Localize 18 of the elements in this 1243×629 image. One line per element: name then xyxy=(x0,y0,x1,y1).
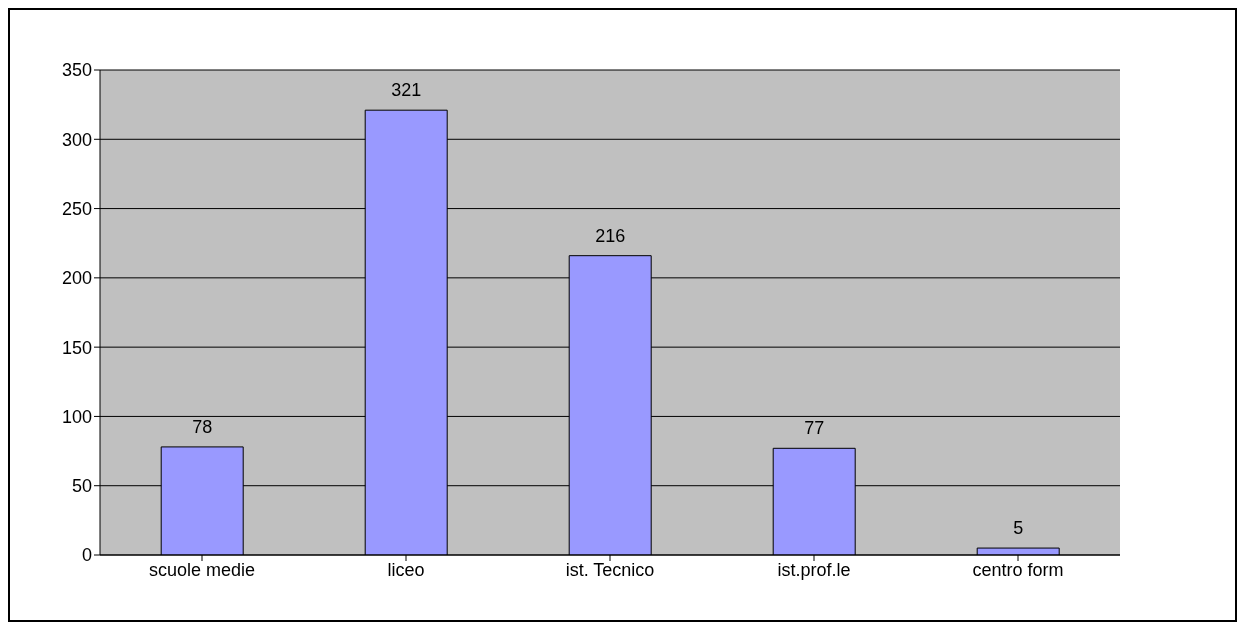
data-label: 77 xyxy=(804,418,825,439)
y-tick-label: 250 xyxy=(61,198,92,219)
x-tick-label: scuole medie xyxy=(148,559,256,580)
data-label: 216 xyxy=(595,225,626,246)
data-label: 78 xyxy=(192,416,213,437)
x-tick-label: centro form xyxy=(972,559,1064,580)
y-tick-label: 350 xyxy=(61,60,92,81)
x-tick-label: liceo xyxy=(387,559,425,580)
x-tick-label: ist.prof.le xyxy=(777,559,851,580)
y-tick-label: 0 xyxy=(81,545,92,566)
y-tick-label: 150 xyxy=(61,337,92,358)
y-tick-label: 100 xyxy=(61,406,92,427)
y-tick-label: 300 xyxy=(61,129,92,150)
x-tick-label: ist. Tecnico xyxy=(565,559,655,580)
y-tick-label: 200 xyxy=(61,268,92,289)
data-label: 321 xyxy=(391,80,422,101)
y-tick-label: 50 xyxy=(71,476,92,497)
data-label: 5 xyxy=(1013,518,1024,539)
